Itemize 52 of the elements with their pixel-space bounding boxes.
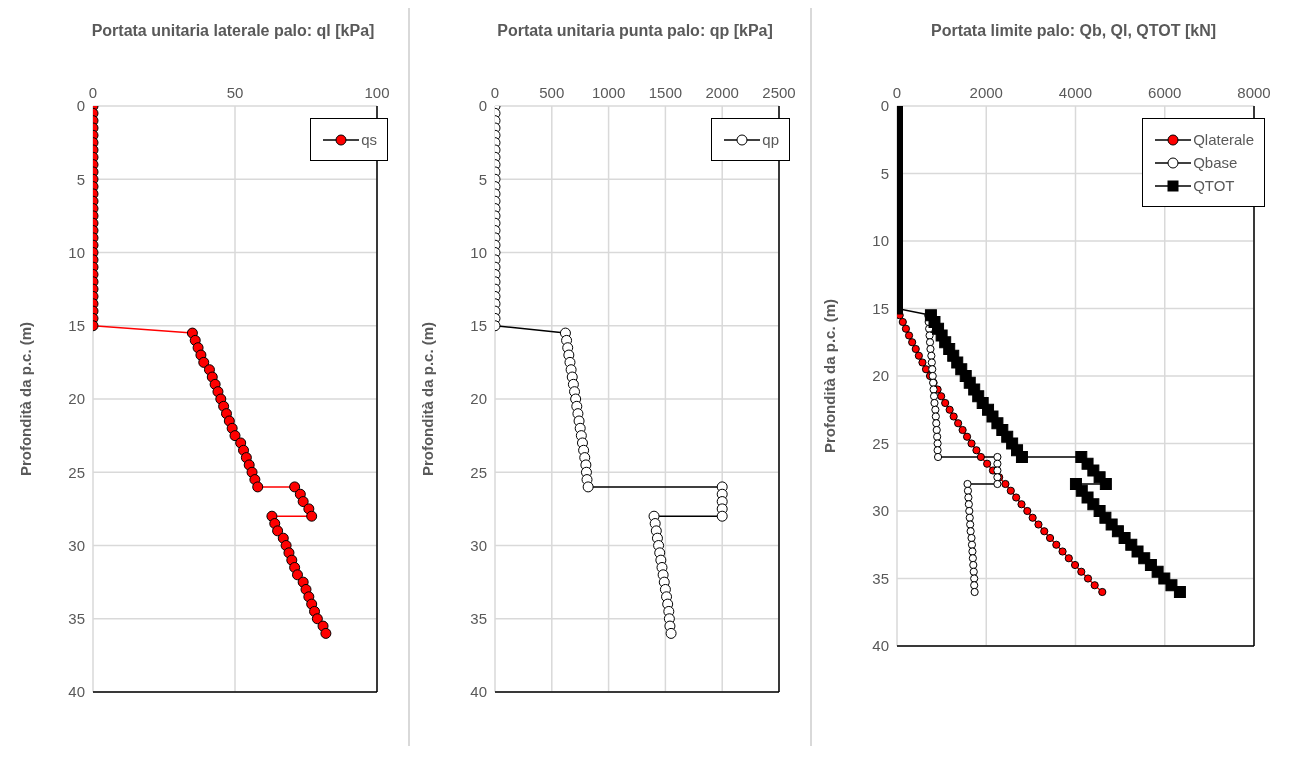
y-tick-label: 0 bbox=[76, 97, 85, 115]
legend-label: qp bbox=[762, 131, 779, 148]
y-tick-label: 40 bbox=[470, 683, 487, 701]
x-tick-label: 4000 bbox=[1058, 84, 1093, 101]
y-tick-label: 25 bbox=[68, 463, 85, 481]
y-tick-label: 5 bbox=[880, 164, 889, 182]
y-axis-title: Profondità da p.c. (m) bbox=[419, 321, 437, 477]
x-tick-label: 6000 bbox=[1148, 84, 1182, 101]
x-tick-label: 100 bbox=[364, 84, 390, 101]
y-tick-label: 5 bbox=[478, 170, 487, 188]
x-tick-label: 0 bbox=[88, 84, 98, 101]
x-tick-label: 8000 bbox=[1237, 84, 1271, 101]
y-tick-label: 20 bbox=[872, 367, 889, 385]
x-tick-label: 0 bbox=[892, 84, 902, 101]
y-tick-label: 40 bbox=[68, 683, 85, 701]
x-tick-label: 1000 bbox=[591, 84, 626, 101]
y-tick-label: 0 bbox=[478, 97, 487, 115]
x-tick-label: 1500 bbox=[648, 84, 683, 101]
y-tick-label: 30 bbox=[470, 536, 487, 554]
y-tick-label: 15 bbox=[872, 299, 889, 317]
y-tick-label: 30 bbox=[872, 502, 889, 520]
y-tick-label: 25 bbox=[470, 463, 487, 481]
x-tick-label: 2000 bbox=[705, 84, 739, 101]
chart-title: Portata unitaria laterale palo: ql [kPa] bbox=[90, 22, 376, 41]
y-tick-label: 20 bbox=[470, 390, 487, 408]
y-tick-label: 40 bbox=[872, 637, 889, 655]
y-tick-label: 10 bbox=[68, 243, 85, 261]
y-tick-label: 25 bbox=[872, 434, 889, 452]
legend-label: Qlaterale bbox=[1193, 131, 1254, 148]
x-tick-label: 2500 bbox=[762, 84, 796, 101]
y-tick-label: 30 bbox=[68, 536, 85, 554]
x-tick-label: 50 bbox=[226, 84, 244, 101]
y-tick-label: 0 bbox=[880, 97, 889, 115]
x-tick-label: 2000 bbox=[969, 84, 1003, 101]
y-tick-label: 20 bbox=[68, 390, 85, 408]
y-tick-label: 10 bbox=[470, 243, 487, 261]
x-tick-label: 500 bbox=[539, 84, 565, 101]
y-tick-label: 15 bbox=[470, 317, 487, 335]
y-axis-title: Profondità da p.c. (m) bbox=[821, 298, 839, 454]
x-tick-label: 0 bbox=[490, 84, 500, 101]
y-tick-label: 35 bbox=[872, 569, 889, 587]
y-tick-label: 5 bbox=[76, 170, 85, 188]
legend-label: qs bbox=[361, 131, 377, 148]
y-tick-label: 15 bbox=[68, 317, 85, 335]
y-tick-label: 10 bbox=[872, 232, 889, 250]
chart-title: Portata limite palo: Qb, Ql, QTOT [kN] bbox=[929, 22, 1218, 41]
legend-label: QTOT bbox=[1193, 177, 1235, 194]
y-tick-label: 35 bbox=[470, 610, 487, 628]
legend-label: Qbase bbox=[1193, 154, 1238, 171]
y-axis-title: Profondità da p.c. (m) bbox=[17, 321, 35, 477]
y-tick-label: 35 bbox=[68, 610, 85, 628]
chart-title: Portata unitaria punta palo: qp [kPa] bbox=[496, 22, 774, 41]
